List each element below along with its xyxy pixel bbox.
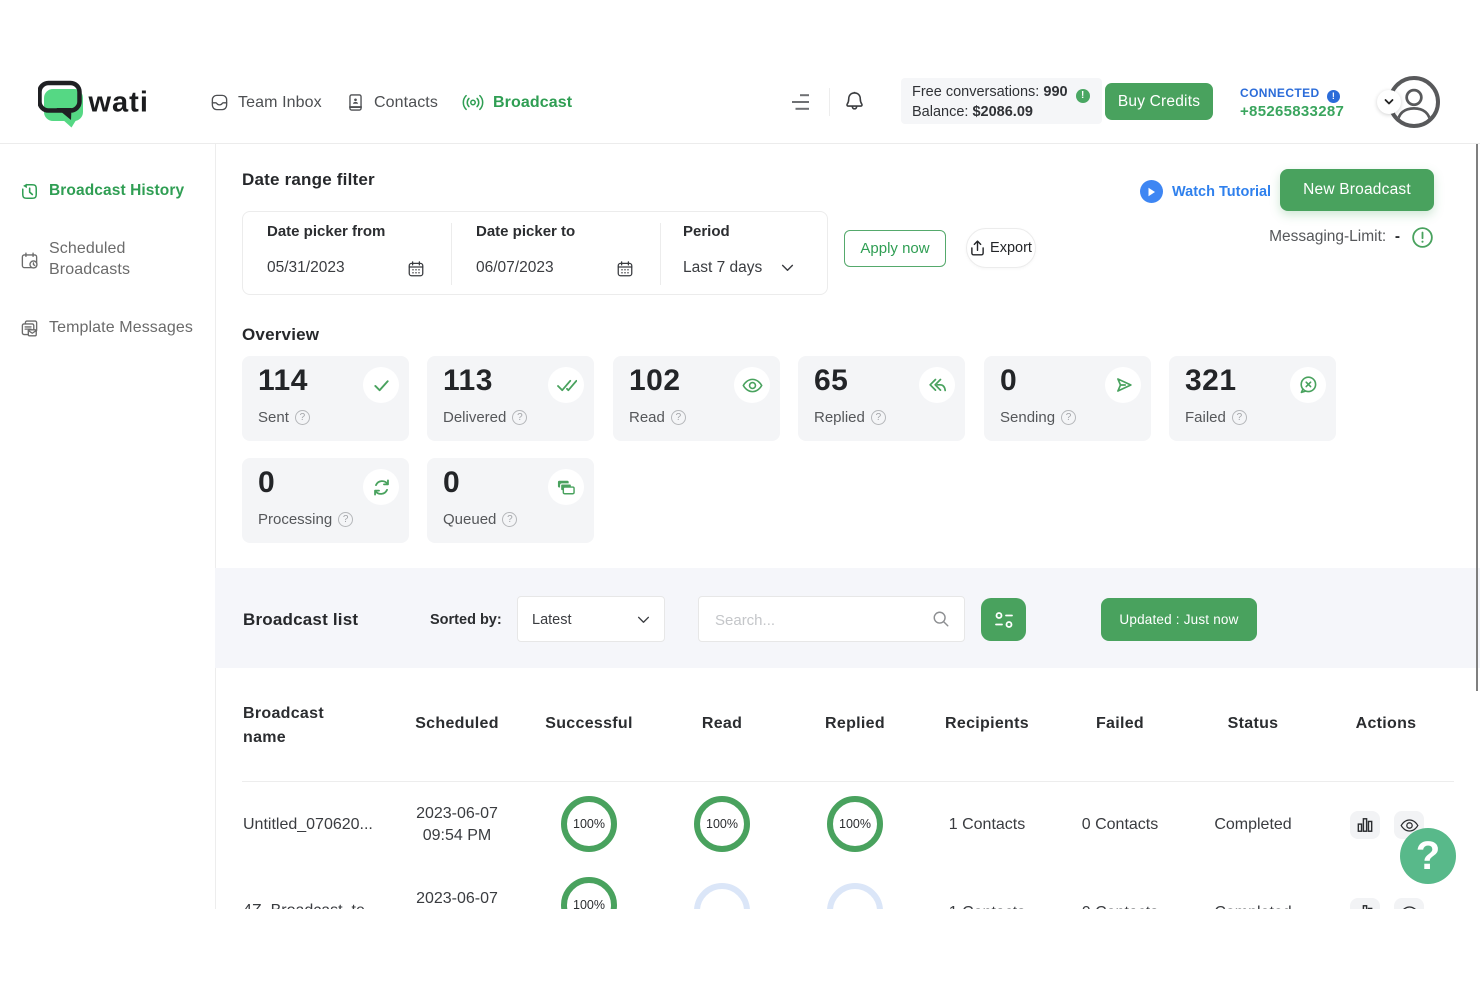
svg-text:wati: wati [88,87,149,119]
